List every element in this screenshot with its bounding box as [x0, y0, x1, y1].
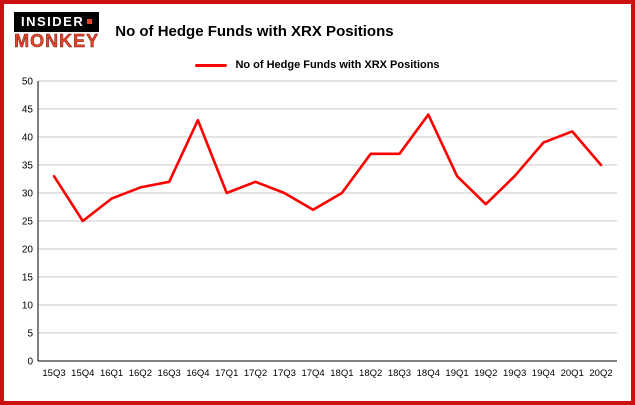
svg-text:19Q2: 19Q2: [474, 368, 497, 379]
svg-text:15Q4: 15Q4: [71, 368, 94, 379]
svg-text:18Q2: 18Q2: [359, 368, 382, 379]
svg-text:40: 40: [22, 133, 34, 144]
legend: No of Hedge Funds with XRX Positions: [4, 59, 631, 71]
svg-text:50: 50: [22, 77, 34, 88]
svg-text:17Q2: 17Q2: [244, 368, 267, 379]
svg-text:15Q3: 15Q3: [42, 368, 65, 379]
svg-text:25: 25: [22, 217, 34, 228]
svg-text:17Q4: 17Q4: [301, 368, 324, 379]
svg-text:19Q4: 19Q4: [532, 368, 555, 379]
svg-text:16Q2: 16Q2: [129, 368, 152, 379]
svg-text:18Q1: 18Q1: [330, 368, 353, 379]
svg-text:19Q1: 19Q1: [445, 368, 468, 379]
svg-text:17Q3: 17Q3: [273, 368, 296, 379]
chart-title: No of Hedge Funds with XRX Positions: [115, 23, 394, 41]
logo-dot-icon: [87, 19, 93, 25]
svg-text:30: 30: [22, 189, 34, 200]
svg-text:18Q4: 18Q4: [417, 368, 440, 379]
svg-text:17Q1: 17Q1: [215, 368, 238, 379]
svg-text:16Q1: 16Q1: [100, 368, 123, 379]
svg-text:18Q3: 18Q3: [388, 368, 411, 379]
svg-text:5: 5: [27, 329, 33, 340]
svg-text:45: 45: [22, 105, 34, 116]
line-chart: 0 5 10 15 20 25 30 35 40 45 50 15Q3 15Q4 16Q1 16Q2 16Q3…: [22, 77, 617, 379]
logo-insider-box: INSIDER: [14, 12, 100, 32]
header: INSIDER MONKEY No of Hedge Funds with XR…: [4, 4, 631, 51]
svg-text:20: 20: [22, 245, 34, 256]
svg-text:0: 0: [27, 357, 33, 368]
svg-text:16Q3: 16Q3: [158, 368, 181, 379]
insider-monkey-logo: INSIDER MONKEY: [14, 12, 100, 51]
svg-text:35: 35: [22, 161, 34, 172]
legend-line-swatch: [195, 63, 228, 67]
svg-text:20Q1: 20Q1: [561, 368, 584, 379]
legend-label: No of Hedge Funds with XRX Positions: [235, 59, 440, 72]
svg-text:15: 15: [22, 273, 34, 284]
logo-monkey-text: MONKEY: [14, 30, 100, 51]
svg-text:20Q2: 20Q2: [589, 368, 612, 379]
svg-text:16Q4: 16Q4: [186, 368, 209, 379]
chart-area: 0 5 10 15 20 25 30 35 40 45 50 15Q3 15Q4 16Q1 16Q2 16Q3…: [4, 73, 631, 396]
svg-text:19Q3: 19Q3: [503, 368, 526, 379]
logo-insider-text: INSIDER: [21, 14, 85, 29]
svg-text:10: 10: [22, 301, 34, 312]
